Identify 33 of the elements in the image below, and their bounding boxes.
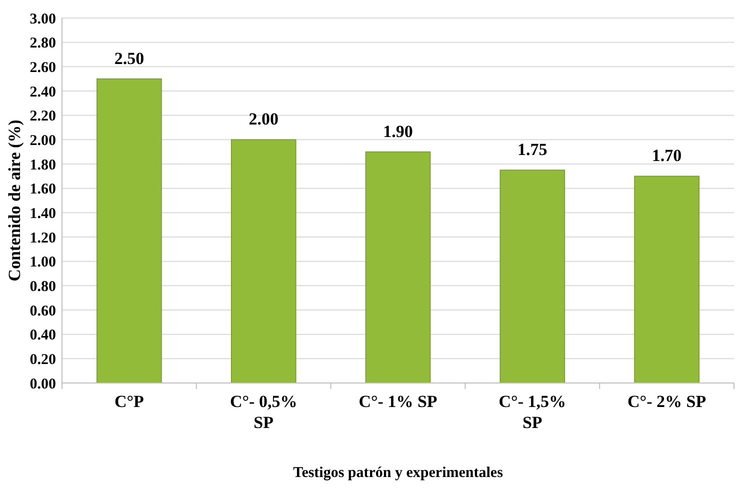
x-tick-label: C°- 0,5% SP <box>230 392 298 432</box>
x-tick-label: C°- 1% SP <box>358 392 438 411</box>
x-tick-label: C°- 2% SP <box>628 392 706 411</box>
y-tick-label: 0.80 <box>30 278 56 295</box>
data-label: 1.90 <box>383 122 413 141</box>
y-tick-label: 0.20 <box>30 352 56 368</box>
y-tick-label: 1.60 <box>30 182 56 198</box>
bar <box>230 139 296 384</box>
x-tick-label: C°P <box>114 392 144 411</box>
x-axis-title: Testigos patrón y experimentales <box>293 465 504 481</box>
y-tick-label: 2.60 <box>30 60 56 76</box>
y-tick-label: 2.20 <box>30 108 56 125</box>
y-tick-label: 1.00 <box>30 254 56 271</box>
y-tick-label: 0.00 <box>30 376 56 392</box>
y-tick-label: 2.00 <box>30 132 56 149</box>
y-tick-label: 1.80 <box>30 157 56 174</box>
y-tick-label: 3.00 <box>30 11 56 28</box>
y-tick-label: 2.80 <box>30 36 56 52</box>
bar <box>365 151 431 384</box>
y-tick-label: 1.40 <box>30 206 56 222</box>
data-label: 2.50 <box>114 48 144 68</box>
y-tick-label: 0.60 <box>30 303 56 320</box>
y-tick-label: 0.40 <box>30 328 56 344</box>
bar <box>634 176 700 384</box>
data-label: 2.00 <box>248 110 278 129</box>
data-label: 1.75 <box>518 140 548 160</box>
bar <box>96 78 162 384</box>
y-tick-label: 1.20 <box>30 230 56 246</box>
y-tick-label: 2.40 <box>30 84 56 100</box>
x-tick-label: C°- 1,5% SP <box>498 392 566 432</box>
y-axis-title: Contenido de aire (%) <box>5 120 24 282</box>
bar <box>500 170 566 384</box>
data-label: 1.70 <box>652 146 682 166</box>
